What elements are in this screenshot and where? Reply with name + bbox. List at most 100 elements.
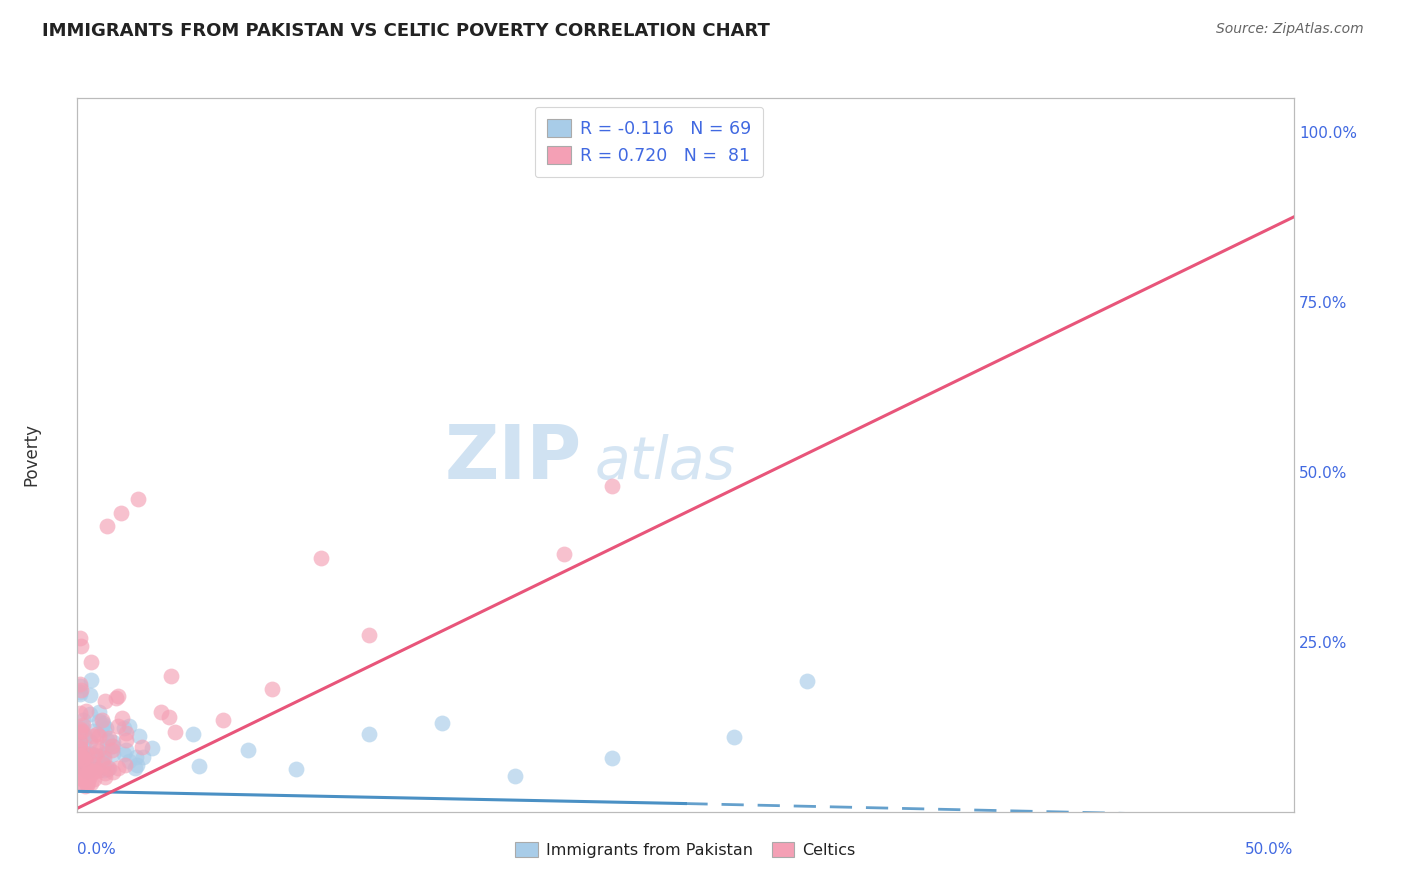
Point	[181, 727, 204, 741]
Point	[69, 740, 91, 755]
Point	[76, 748, 98, 763]
Point	[103, 735, 125, 749]
Point	[73, 768, 96, 782]
Point	[87, 705, 110, 719]
Point	[118, 719, 141, 733]
Point	[77, 763, 100, 777]
Point	[131, 739, 153, 754]
Point	[359, 628, 381, 642]
Point	[159, 669, 181, 683]
Point	[91, 713, 114, 727]
Point	[94, 721, 117, 735]
Point	[72, 735, 94, 749]
Point	[110, 506, 132, 520]
Point	[91, 717, 114, 731]
Point	[69, 749, 91, 764]
Point	[72, 747, 94, 762]
Point	[98, 760, 121, 774]
Point	[69, 771, 91, 785]
Point	[111, 711, 134, 725]
Point	[83, 772, 105, 786]
Point	[94, 694, 117, 708]
Point	[76, 776, 98, 790]
Point	[96, 763, 118, 777]
Point	[602, 750, 624, 764]
Point	[70, 724, 93, 739]
Point	[107, 718, 129, 732]
Point	[69, 764, 91, 779]
Point	[796, 673, 818, 688]
Point	[77, 763, 100, 777]
Point	[79, 733, 101, 747]
Point	[114, 757, 136, 772]
Point	[69, 631, 91, 645]
Point	[69, 725, 91, 739]
Point	[72, 718, 94, 732]
Point	[107, 761, 129, 775]
Point	[157, 710, 180, 724]
Point	[80, 747, 103, 761]
Point	[69, 747, 91, 761]
Point	[94, 765, 117, 780]
Point	[69, 687, 91, 701]
Point	[73, 754, 96, 768]
Point	[93, 763, 115, 777]
Text: 50.0%: 50.0%	[1246, 842, 1294, 856]
Point	[72, 713, 94, 727]
Point	[84, 763, 107, 777]
Text: ZIP: ZIP	[444, 422, 582, 495]
Point	[69, 749, 91, 764]
Point	[188, 758, 211, 772]
Point	[72, 751, 94, 765]
Point	[82, 757, 104, 772]
Point	[96, 739, 118, 754]
Point	[82, 756, 104, 771]
Point	[723, 730, 745, 744]
Point	[69, 734, 91, 748]
Point	[101, 765, 124, 780]
Point	[69, 754, 91, 768]
Point	[69, 764, 91, 779]
Point	[89, 729, 111, 743]
Point	[79, 688, 101, 702]
Point	[76, 764, 98, 778]
Point	[75, 780, 97, 794]
Point	[76, 778, 98, 792]
Point	[128, 730, 150, 744]
Point	[83, 760, 105, 774]
Point	[96, 733, 118, 747]
Point	[100, 739, 122, 753]
Point	[69, 679, 91, 693]
Point	[70, 760, 93, 774]
Point	[89, 749, 111, 764]
Point	[69, 706, 91, 721]
Point	[309, 551, 332, 566]
Point	[86, 744, 108, 758]
Point	[73, 727, 96, 741]
Point	[75, 763, 97, 777]
Point	[93, 716, 115, 731]
Point	[236, 743, 259, 757]
Point	[89, 714, 111, 728]
Point	[82, 729, 104, 743]
Point	[72, 751, 94, 765]
Point	[163, 724, 186, 739]
Point	[91, 754, 114, 768]
Legend: Immigrants from Pakistan, Celtics: Immigrants from Pakistan, Celtics	[509, 836, 862, 864]
Point	[112, 747, 135, 761]
Point	[93, 751, 115, 765]
Point	[83, 764, 105, 778]
Point	[132, 750, 155, 764]
Point	[69, 776, 91, 790]
Point	[87, 752, 110, 766]
Text: atlas: atlas	[595, 434, 735, 491]
Point	[69, 677, 91, 691]
Point	[104, 691, 127, 706]
Point	[76, 754, 98, 768]
Point	[118, 754, 141, 768]
Point	[124, 750, 146, 764]
Point	[97, 760, 120, 774]
Point	[69, 735, 91, 749]
Point	[75, 704, 97, 718]
Point	[69, 744, 91, 758]
